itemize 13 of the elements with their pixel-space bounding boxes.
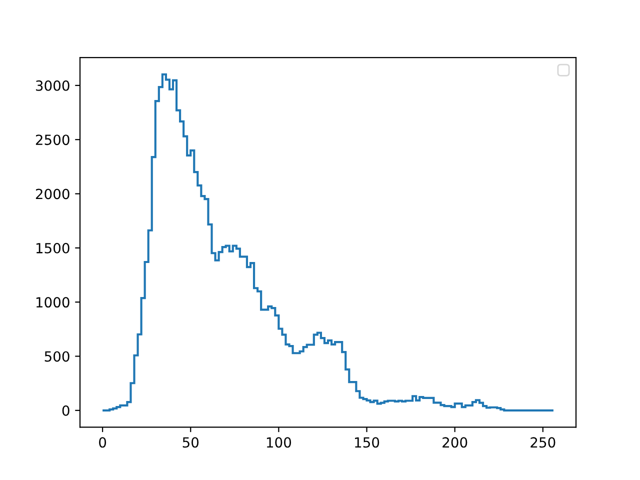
- x-tick-label: 250: [530, 437, 556, 448]
- x-tick-label: 200: [442, 437, 468, 448]
- y-tick-label: 1000: [36, 297, 70, 308]
- x-tick-label: 100: [266, 437, 292, 448]
- x-tick-label: 150: [355, 437, 380, 448]
- y-tick-label: 0: [62, 405, 70, 416]
- x-tick-label: 0: [99, 437, 106, 448]
- y-tick-label: 2500: [36, 134, 70, 146]
- y-tick-label: 1500: [36, 242, 70, 254]
- x-tick-label: 50: [182, 437, 199, 448]
- y-tick-label: 2000: [36, 188, 70, 200]
- y-tick-label: 500: [44, 351, 70, 362]
- y-tick-label: 3000: [36, 80, 70, 91]
